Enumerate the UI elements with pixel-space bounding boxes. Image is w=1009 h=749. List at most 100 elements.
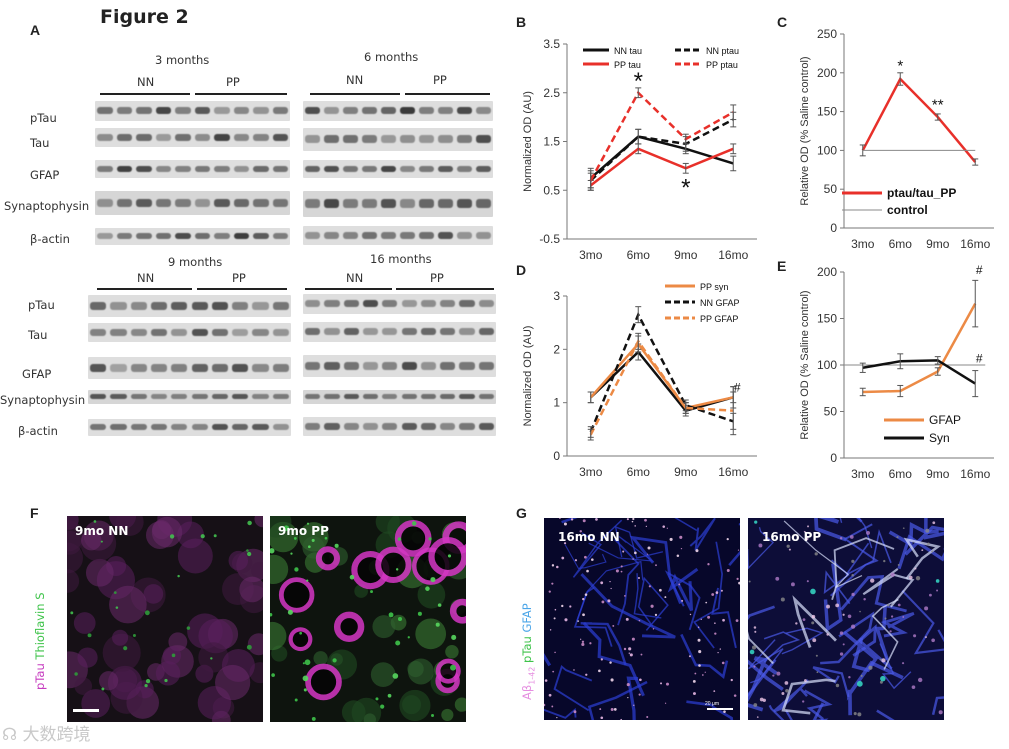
micrograph-blob: [863, 597, 866, 601]
stain-label-thioflavin: Thioflavin S: [33, 592, 47, 660]
micrograph-blob: [707, 615, 711, 619]
blot-band: [305, 394, 321, 400]
micrograph-blob: [631, 520, 634, 523]
blot-band: [130, 394, 147, 400]
legend-label: Syn: [929, 431, 950, 445]
micrograph-blob: [553, 617, 556, 620]
blot-band: [233, 107, 249, 115]
micrograph-vessel: [711, 587, 737, 649]
blot-band: [382, 328, 398, 336]
micrograph-blob: [215, 664, 251, 701]
micrograph-blob: [847, 614, 852, 619]
group-label-nn: NN: [346, 271, 364, 285]
micrograph-blob: [554, 608, 557, 611]
blot-band: [90, 364, 107, 372]
micrograph-blob: [372, 615, 396, 639]
micrograph-blob: [578, 533, 581, 536]
y-tick-label: 200: [817, 66, 837, 80]
blot-band: [362, 300, 379, 308]
micrograph-blob: [569, 605, 572, 608]
micrograph-vessel: [812, 666, 850, 698]
micrograph-blob: [884, 617, 887, 620]
micrograph-vessel: [693, 541, 723, 649]
micrograph-blob: [908, 575, 913, 580]
blot-band: [476, 199, 491, 209]
micrograph-blob: [85, 558, 114, 587]
blot-band: [305, 423, 321, 430]
micrograph-blob: [581, 642, 585, 647]
micrograph-f-nn-image: [67, 516, 263, 722]
blot-band: [440, 423, 456, 430]
blot-band: [252, 329, 269, 336]
micrograph-blob: [835, 683, 840, 688]
blot-band: [420, 423, 437, 430]
micrograph-blob: [620, 570, 623, 573]
micrograph-blob: [802, 700, 805, 703]
micrograph-blob: [451, 634, 457, 640]
blot-strip: [95, 128, 290, 147]
micrograph-blob: [431, 713, 435, 717]
group-label-pp: PP: [433, 73, 447, 87]
blot-band: [440, 394, 456, 400]
y-tick-label: 100: [817, 358, 837, 372]
blot-band: [343, 199, 358, 209]
blot-band: [419, 232, 434, 239]
blot-band: [97, 165, 113, 173]
micrograph-blob: [311, 538, 315, 542]
timepoint-label-16mo: 16 months: [370, 252, 432, 266]
blot-band: [305, 199, 320, 209]
micrograph-vessel: [582, 622, 645, 697]
micrograph-blob: [811, 614, 816, 619]
y-tick-label: 0: [830, 221, 837, 235]
micrograph-blob: [795, 622, 798, 625]
micrograph-vessel: [580, 573, 676, 639]
blot-band: [211, 364, 229, 372]
micrograph-blob: [556, 716, 558, 719]
micrograph-vessel: [689, 518, 716, 551]
row-label-gfap: GFAP: [22, 367, 52, 381]
micrograph-blob: [417, 611, 422, 616]
micrograph-blob: [213, 534, 217, 538]
micrograph-blob: [395, 568, 399, 571]
blot-band: [253, 165, 269, 173]
micrograph-cell: [435, 658, 461, 684]
blot-band: [253, 233, 269, 240]
micrograph-vessel: [846, 660, 904, 716]
blot-band: [382, 423, 398, 430]
micrograph-blob: [652, 628, 655, 630]
micrograph-blob: [776, 671, 781, 676]
blot-band: [476, 165, 491, 173]
row-label-synaptophysin: Synaptophysin: [0, 393, 86, 407]
micrograph-blob: [634, 525, 636, 527]
blot-band: [272, 364, 289, 372]
micrograph-blob: [648, 585, 651, 588]
micrograph-blob: [307, 545, 311, 549]
micrograph-blob: [714, 632, 717, 635]
group-label-pp: PP: [226, 75, 240, 89]
blot-band: [401, 423, 417, 430]
micrograph-blob: [435, 622, 440, 627]
micrograph-vessel: [544, 653, 552, 667]
micrograph-blob: [866, 530, 871, 535]
blot-band: [150, 364, 168, 372]
micrograph-blob: [561, 556, 565, 560]
blot-band: [211, 302, 229, 310]
blot-band: [459, 362, 475, 370]
micrograph-blob: [781, 692, 785, 696]
micrograph-blob: [754, 520, 758, 524]
micrograph-blob: [610, 708, 614, 712]
micrograph-blob: [689, 613, 692, 616]
micrograph-blob: [198, 642, 229, 673]
group-bar-pp: [195, 93, 287, 95]
group-bar-nn: [305, 288, 392, 290]
micrograph-blob: [561, 604, 564, 608]
micrograph-vessel: [879, 643, 912, 690]
micrograph-cell: [278, 577, 315, 613]
micrograph-blob: [921, 549, 924, 552]
micrograph-blob: [107, 665, 142, 700]
micrograph-blob: [370, 662, 396, 687]
blot-strip: [303, 322, 496, 342]
blot-band: [420, 362, 437, 370]
blot-band: [252, 424, 269, 431]
